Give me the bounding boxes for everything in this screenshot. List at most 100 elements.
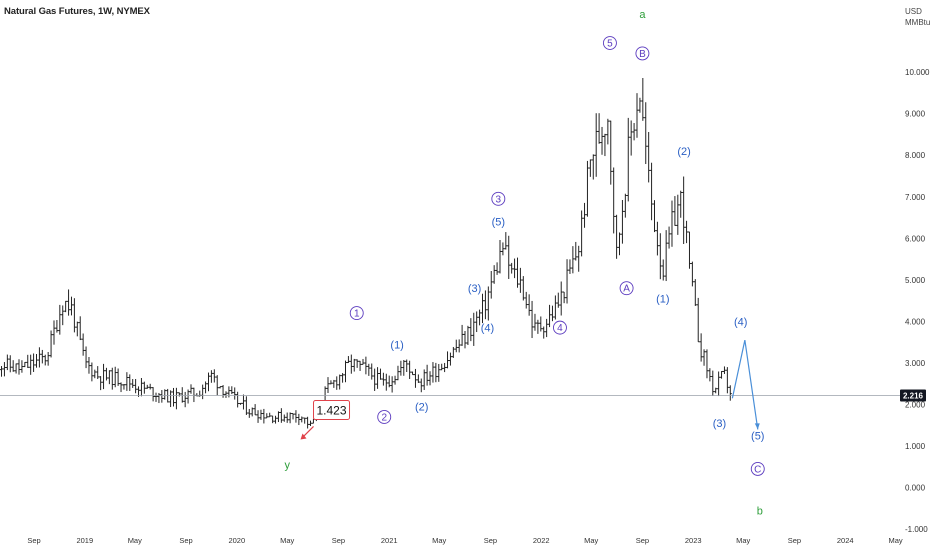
ohlc-bar: [676, 194, 680, 235]
ohlc-bar: [644, 102, 648, 165]
ohlc-bar: [291, 413, 295, 420]
wave-label: C: [750, 461, 765, 476]
ohlc-bar: [425, 364, 429, 386]
ohlc-bar: [102, 363, 106, 390]
ohlc-bar: [457, 339, 461, 353]
x-tick-label: May: [128, 536, 142, 545]
ohlc-bar: [58, 304, 62, 335]
ohlc-bar: [90, 362, 94, 382]
ohlc-bar: [0, 366, 4, 377]
ohlc-bar: [378, 368, 382, 380]
x-tick-label: 2021: [381, 536, 398, 545]
wave-label: b: [757, 505, 763, 517]
ohlc-bar: [309, 420, 313, 427]
y-tick-label: 10.000: [905, 68, 930, 77]
ohlc-bar: [37, 347, 41, 368]
ohlc-bar: [652, 200, 656, 233]
ohlc-bar: [2, 362, 6, 377]
ohlc-bar: [574, 241, 578, 261]
ohlc-bar: [64, 300, 68, 313]
ohlc-bar: [597, 113, 601, 144]
ohlc-bar: [542, 326, 546, 339]
ohlc-bar: [163, 389, 167, 400]
x-tick-label: Sep: [27, 536, 40, 545]
ohlc-bar: [580, 210, 584, 257]
ohlc-bar: [279, 408, 283, 423]
unit-name-label: MMBtu: [905, 18, 931, 27]
ohlc-bar: [556, 292, 560, 308]
ohlc-bar: [134, 378, 138, 394]
ohlc-bar: [55, 320, 59, 333]
ohlc-bar: [268, 412, 272, 418]
ohlc-bar: [416, 374, 420, 383]
ohlc-bar: [553, 295, 557, 320]
wave-text: (4): [481, 323, 494, 335]
wave-label: (5): [751, 431, 764, 443]
ohlc-bar: [46, 352, 50, 366]
ohlc-bar: [679, 190, 683, 218]
ohlc-bar: [548, 304, 552, 328]
ohlc-bar: [402, 360, 406, 376]
ohlc-bar: [142, 381, 146, 394]
ohlc-bar: [507, 235, 511, 279]
wave-annotations: a 5 B (2) 3 (5) (3) (4) A (1) 4 1 (1) 2 (2) (4) (3) (5) Cb…: [284, 9, 765, 517]
ohlc-bar: [265, 413, 269, 419]
ohlc-bar: [603, 133, 607, 157]
ohlc-bar: [667, 226, 671, 249]
ohlc-bar: [448, 352, 452, 366]
ohlc-bar: [247, 408, 251, 418]
ohlc-bar: [326, 377, 330, 394]
ohlc-bar: [294, 410, 298, 423]
ohlc-bar: [119, 382, 123, 393]
x-tick-label: Sep: [788, 536, 801, 545]
ohlc-bar: [722, 366, 726, 374]
ohlc-bar: [8, 355, 12, 373]
ohlc-bar: [367, 363, 371, 376]
ohlc-bar: [393, 375, 397, 385]
ohlc-bar: [708, 368, 712, 382]
ohlc-bar: [585, 160, 589, 217]
ohlc-bar: [568, 259, 572, 274]
ohlc-bar: [69, 296, 73, 316]
ohlc-bar: [583, 202, 587, 228]
ohlc-bar: [61, 305, 65, 326]
ohlc-bar: [352, 358, 356, 372]
ohlc-bar: [451, 346, 455, 358]
x-tick-label: Sep: [332, 536, 345, 545]
ohlc-bar: [577, 245, 581, 272]
wave-label: (3): [713, 418, 726, 430]
ohlc-bar: [591, 154, 595, 180]
wave-label: (3): [468, 283, 481, 295]
ohlc-bar: [300, 416, 304, 423]
ohlc-bar: [478, 309, 482, 326]
y-tick-label: 0.000: [905, 484, 926, 493]
unit-label: USD MMBtu: [905, 6, 930, 28]
ohlc-bar: [510, 262, 514, 274]
ohlc-bar: [34, 354, 38, 368]
current-price-badge: [900, 389, 926, 402]
ohlc-bar: [241, 394, 245, 410]
marker-box: [313, 399, 351, 420]
ohlc-bar: [466, 325, 470, 346]
marker-arrow-line: [302, 426, 314, 438]
ohlc-bar: [647, 131, 651, 183]
ohlc-bar: [236, 391, 240, 408]
ohlc-bar: [122, 384, 126, 390]
ohlc-bar: [685, 220, 689, 244]
ohlc-bar: [559, 281, 563, 316]
wave-text: 1: [354, 309, 360, 320]
ohlc-bar: [259, 409, 263, 420]
ohlc-bar: [17, 359, 21, 375]
ohlc-bar: [282, 414, 286, 422]
ohlc-bar: [373, 368, 377, 391]
y-tick-label: 5.000: [905, 276, 926, 285]
wave-label: 4: [553, 320, 567, 335]
ohlc-bar: [562, 291, 566, 304]
ohlc-bar: [565, 259, 569, 304]
ohlc-bar: [113, 366, 117, 388]
ohlc-bar: [183, 391, 187, 408]
wave-label: (4): [481, 323, 494, 335]
ohlc-bar: [376, 367, 380, 389]
x-tick-label: 2022: [533, 536, 550, 545]
